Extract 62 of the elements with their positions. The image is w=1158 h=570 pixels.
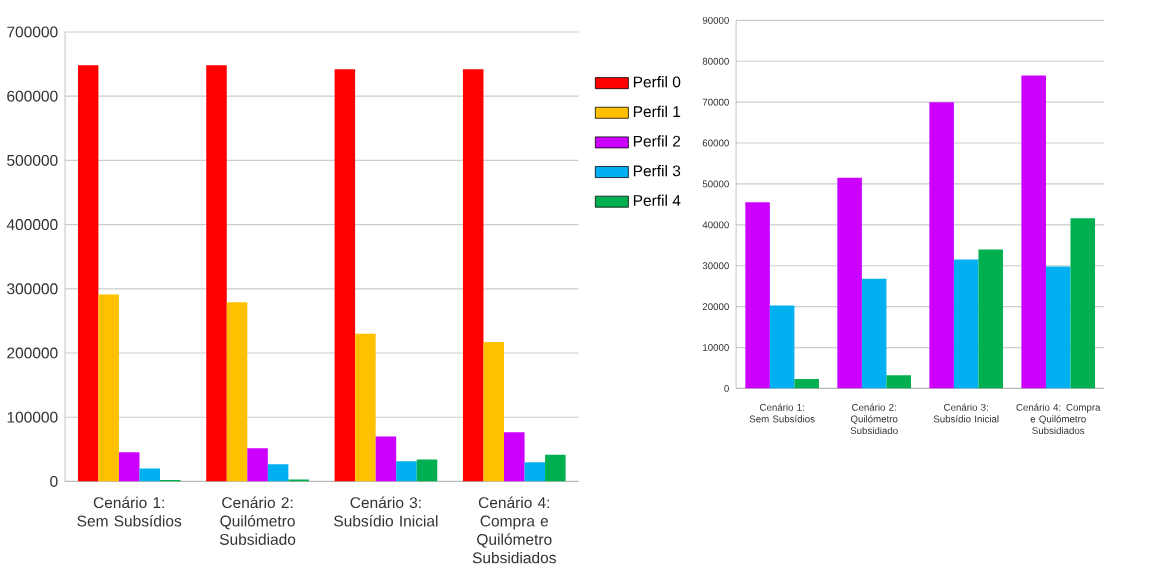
bar: [77, 65, 99, 482]
bar: [139, 468, 161, 482]
bar: [396, 461, 417, 482]
bar: [247, 448, 268, 482]
bar: [1021, 75, 1046, 389]
y-tick-label: 80000: [702, 57, 729, 65]
bar: [267, 464, 289, 482]
y-tick-label: 70000: [702, 98, 729, 106]
y-tick-label: 50000: [702, 180, 729, 188]
x-tick-label: Cenário 3: Subsídio Inicial: [334, 496, 438, 527]
y-tick-label: 700000: [7, 26, 58, 38]
x-tick-label: Cenário 2: Quilómetro Subsidiado: [850, 403, 898, 435]
bar: [416, 459, 438, 482]
y-tick-label: 60000: [702, 139, 729, 147]
bar: [929, 102, 954, 389]
x-tick-label: Cenário 3: Subsídio Inicial: [933, 403, 999, 423]
bar: [769, 305, 795, 389]
bar: [118, 452, 140, 482]
y-tick-label: 200000: [7, 347, 58, 359]
bar: [355, 333, 376, 482]
y-tick-label: 0: [724, 385, 729, 392]
bar: [462, 69, 484, 482]
y-tick-label: 300000: [7, 283, 58, 295]
bar: [886, 375, 911, 389]
bar: [1045, 266, 1071, 389]
y-tick-label: 90000: [702, 16, 729, 24]
bar: [288, 479, 309, 482]
bar: [206, 65, 227, 482]
y-tick-label: 100000: [7, 411, 58, 423]
legend-label: Perfil 3: [633, 165, 681, 177]
y-tick-label: 30000: [702, 262, 729, 270]
y-tick-label: 10000: [703, 344, 729, 352]
bar: [978, 249, 1003, 389]
bar: [226, 302, 248, 482]
x-tick-label: Cenário 1: Sem Subsídios: [77, 496, 182, 527]
legend-label: Perfil 4: [633, 194, 681, 207]
bar: [334, 69, 356, 482]
legend-label: Perfil 0: [633, 76, 681, 88]
y-tick-label: 400000: [6, 219, 58, 231]
y-tick-label: 500000: [7, 155, 58, 166]
x-tick-label: Cenário 1: Sem Subsídios: [749, 403, 815, 423]
x-tick-label: Cenário 4: Compra e Quilómetro Subsidiados: [472, 496, 556, 564]
bar: [1070, 218, 1096, 389]
y-tick-label: 0: [50, 476, 58, 488]
bar: [545, 454, 566, 482]
y-tick-label: 600000: [7, 90, 58, 102]
x-tick-label: Cenário 2: Quilómetro Subsidiado: [219, 496, 296, 546]
bar: [953, 259, 979, 389]
bar: [794, 379, 819, 389]
bar: [524, 462, 546, 482]
bar: [98, 294, 119, 482]
bar: [375, 436, 397, 482]
bar: [837, 177, 862, 389]
y-tick-label: 20000: [702, 303, 729, 311]
bar: [483, 342, 505, 482]
legend-label: Perfil 2: [633, 135, 681, 147]
legend-label: Perfil 1: [633, 105, 681, 118]
y-tick-label: 40000: [702, 221, 729, 229]
bar: [745, 202, 770, 389]
bar: [861, 278, 887, 389]
bar: [504, 432, 525, 482]
x-tick-label: Cenário 4: Compra e Quilómetro Subsidiados: [1016, 403, 1101, 435]
